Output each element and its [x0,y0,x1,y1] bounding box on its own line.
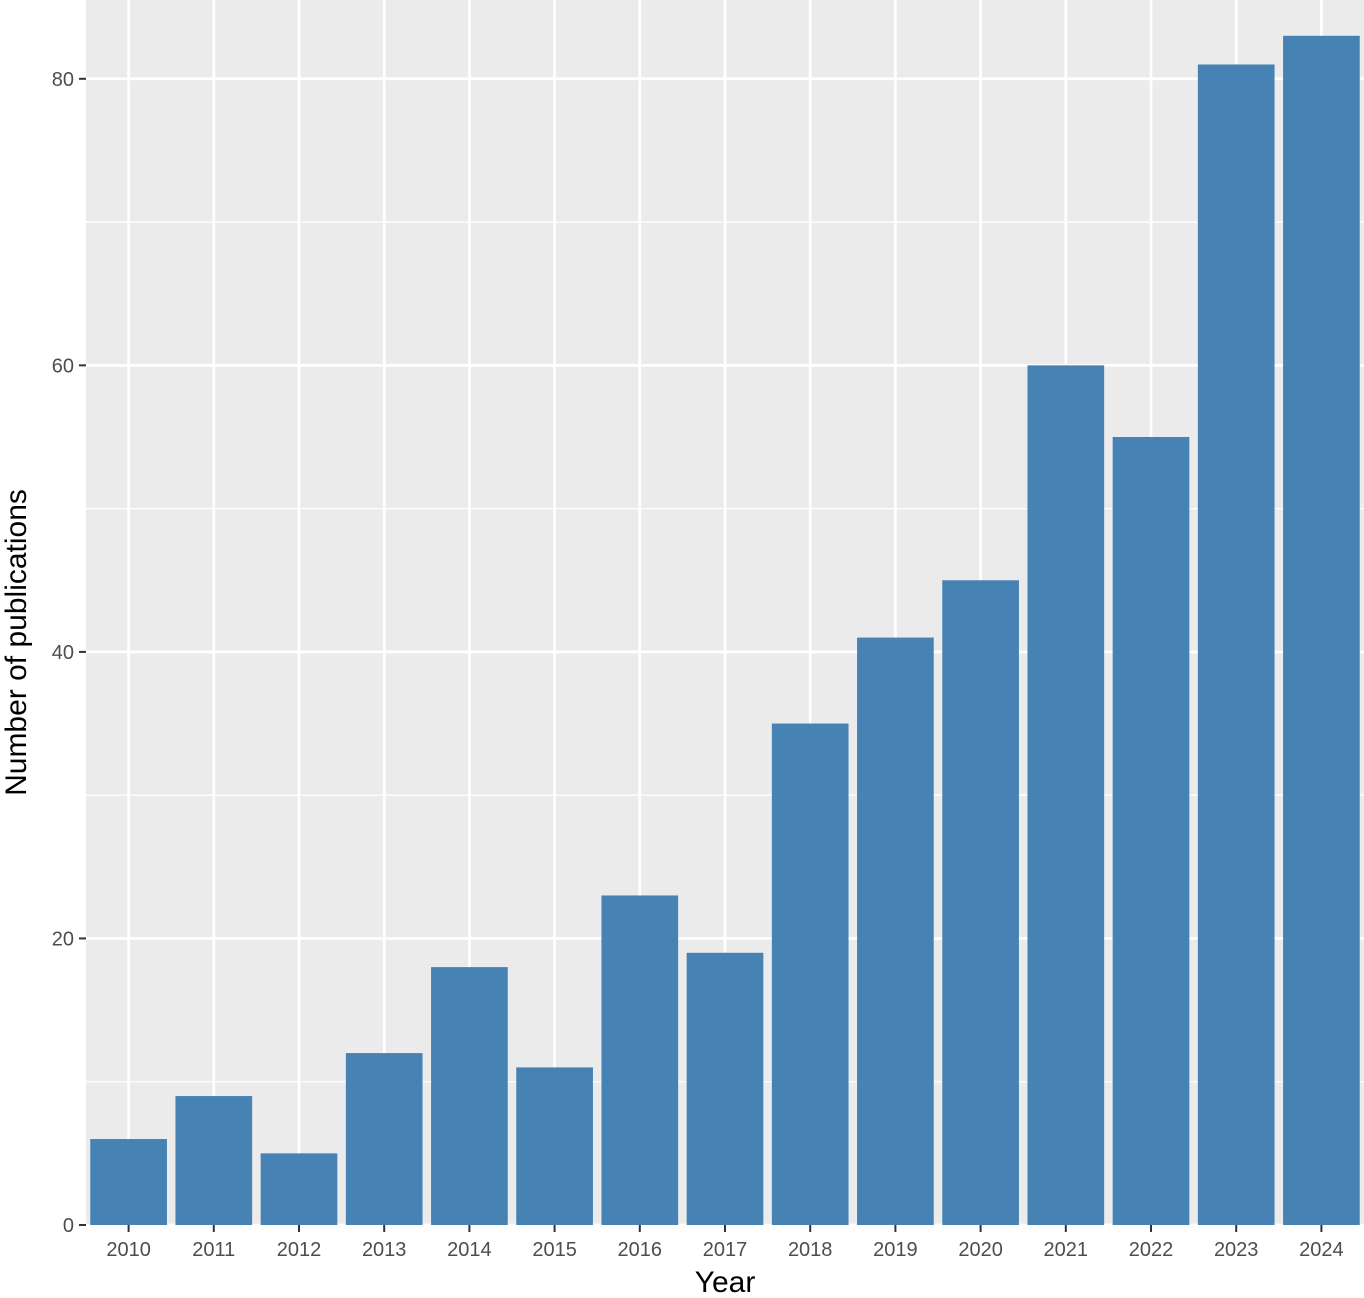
x-tick-label: 2022 [1129,1239,1174,1261]
x-tick-label: 2014 [447,1239,492,1261]
x-tick-label: 2011 [192,1239,235,1261]
x-tick-label: 2024 [1299,1239,1344,1261]
bar-2014 [431,967,508,1225]
x-tick-label: 2018 [788,1239,833,1261]
x-tick-label: 2010 [106,1239,151,1261]
bars [90,35,1360,1226]
bar-2011 [175,1096,253,1225]
x-tick-label: 2015 [532,1239,577,1261]
bar-2017 [686,952,764,1225]
bar-2020 [942,580,1019,1225]
x-axis-title: Year [695,1266,756,1298]
bar-2013 [345,1053,423,1225]
bar-2012 [260,1153,338,1225]
y-tick-label: 0 [63,1215,74,1237]
y-tick-label: 60 [52,355,74,377]
x-tick-label: 2012 [277,1239,322,1261]
y-tick-label: 80 [52,69,74,91]
y-axis: 0 20 40 60 80 [52,69,86,1237]
bar-2019 [857,637,934,1225]
bar-2022 [1112,436,1190,1226]
x-tick-label: 2023 [1214,1239,1259,1261]
bar-2023 [1197,64,1275,1226]
x-tick-label: 2013 [362,1239,407,1261]
bar-2016 [601,895,679,1225]
x-tick-label: 2016 [618,1239,663,1261]
bar-2024 [1283,35,1360,1225]
y-tick-label: 40 [52,642,74,664]
x-tick-label: 2020 [958,1239,1003,1261]
x-tick-label: 2017 [703,1239,748,1261]
bar-2015 [516,1067,593,1225]
y-tick-label: 20 [52,928,74,950]
x-tick-label: 2019 [873,1239,918,1261]
x-axis: 2010 2011 2012 2013 2014 2015 2016 2017 2018 2019… [106,1225,1344,1261]
bar-2018 [771,723,849,1225]
bar-2010 [90,1139,167,1225]
x-tick-label: 2021 [1044,1239,1089,1261]
bar-2021 [1027,365,1105,1225]
y-axis-title: Number of publications [0,489,33,796]
